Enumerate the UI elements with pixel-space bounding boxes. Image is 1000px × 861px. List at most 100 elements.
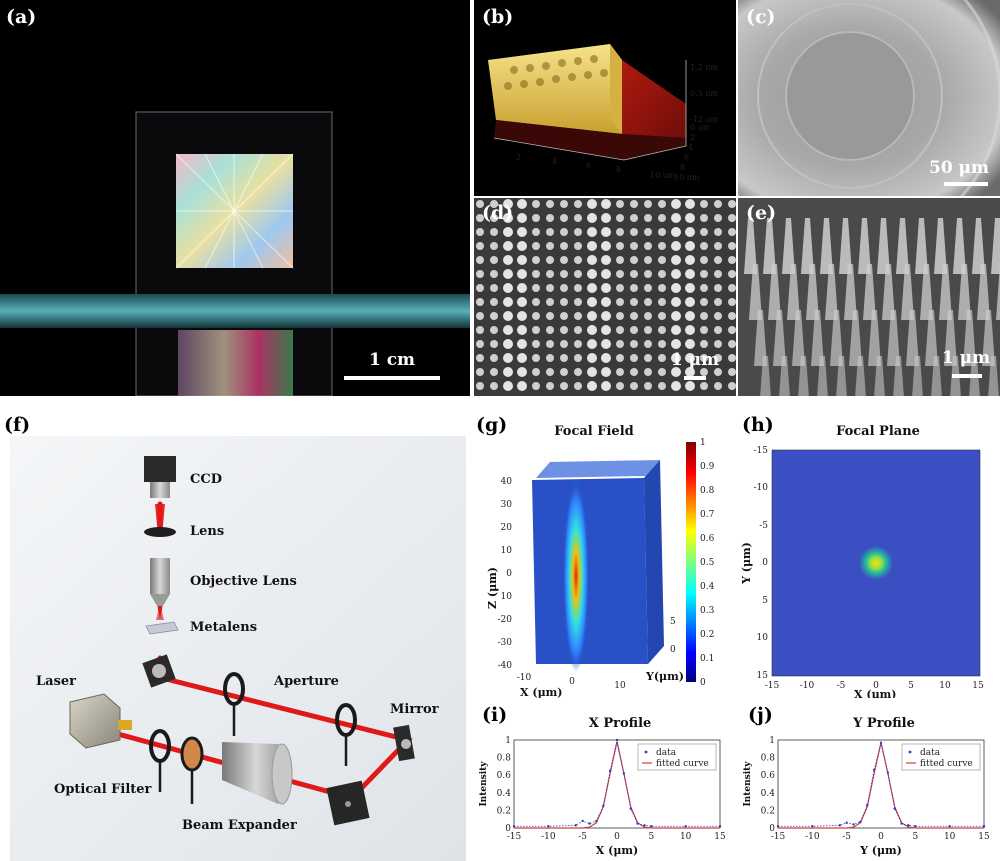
panel-g-title: Focal Field — [554, 424, 634, 439]
panel-h-focal-plane: -15 -10 -5 0 5 10 15 -15 -10 -5 0 5 10 1… — [738, 408, 1000, 698]
focal-spot — [859, 546, 893, 580]
cb-tick-5: 0.5 — [700, 558, 715, 568]
data-point — [684, 825, 687, 828]
pillar — [760, 356, 771, 396]
metalens-sample — [145, 621, 179, 635]
pillar-dot — [671, 297, 681, 307]
focal-field-plot: 1 0.9 0.8 0.7 0.6 0.5 0.4 0.3 0.2 0.1 0 … — [486, 438, 715, 698]
hy-tick-6: 15 — [757, 671, 769, 681]
pillar-dot — [532, 298, 540, 306]
sem-top-view — [738, 0, 1000, 196]
pillar-dot — [587, 339, 597, 349]
pillar — [877, 218, 890, 274]
pillar-dot — [616, 382, 624, 390]
pillar-dot — [644, 214, 652, 222]
pillar-dot — [714, 270, 722, 278]
data-point — [650, 825, 653, 828]
pillar — [830, 310, 843, 366]
data-point — [866, 803, 869, 807]
pillar-dot — [658, 298, 666, 306]
y-tick-label: 0.2 — [497, 806, 511, 816]
pillar-dot — [685, 367, 695, 377]
legend-data-label: data — [656, 748, 677, 758]
pillar — [988, 356, 999, 396]
afm-tick-x-5: 10 um — [650, 171, 676, 180]
pillar-dot — [560, 312, 568, 320]
panel-b-afm: 2 4 6 8 10 um 1.2 um 0.5 um -12 um 0 um … — [474, 0, 736, 196]
pillar-dot — [685, 255, 695, 265]
pillar-dot — [517, 241, 527, 251]
panel-f-label: (f) — [4, 414, 31, 436]
x-tick-label: 15 — [714, 832, 726, 842]
pillar-dot — [546, 382, 554, 390]
panel-g-label: (g) — [476, 414, 508, 436]
x-tick-label: -15 — [771, 832, 786, 842]
pillar-dot — [560, 340, 568, 348]
pillar-dot — [685, 227, 695, 237]
pillar-dot — [574, 298, 582, 306]
hx-tick-4: 5 — [908, 681, 914, 691]
panel-i-x-profile: -15 -10 -5 0 5 10 15 0 0.2 0.4 0.6 0.8 1 data fitted c… — [474, 702, 736, 861]
data-point — [718, 825, 722, 828]
y-tick-label: 1 — [769, 736, 775, 746]
pillar-dot — [714, 382, 722, 390]
hx-tick-2: -5 — [837, 681, 846, 691]
pillar-dot — [616, 284, 624, 292]
hy-tick-3: 0 — [762, 558, 768, 568]
cb-tick-7: 0.3 — [700, 606, 715, 616]
pillar-dot — [685, 353, 695, 363]
pillar-dot — [560, 214, 568, 222]
afm-tick-z-1: 1.2 um — [690, 63, 718, 72]
pillar-dot — [714, 214, 722, 222]
pillar-dot — [476, 340, 484, 348]
pillar-dot — [685, 325, 695, 335]
pillar-dot — [616, 312, 624, 320]
gy-tick-0: 0 — [670, 645, 676, 655]
data-point — [838, 824, 841, 827]
pillar-dot — [560, 228, 568, 236]
pillar — [958, 264, 971, 320]
y-tick-label: 0.6 — [761, 771, 776, 781]
pillar-dot — [517, 199, 527, 209]
pillar-dot — [658, 228, 666, 236]
pillar-dot — [574, 200, 582, 208]
hx-tick-3: 0 — [873, 681, 879, 691]
panel-h-label: (h) — [742, 414, 774, 436]
data-point — [512, 825, 516, 828]
pillar-dot — [476, 214, 484, 222]
pillar-dot — [532, 368, 540, 376]
pillar-dot — [714, 340, 722, 348]
pillar-dot — [560, 270, 568, 278]
panel-i-label: (i) — [482, 704, 508, 726]
pillar-dot — [630, 214, 638, 222]
x-axis-label: X (μm) — [596, 844, 638, 857]
pillar-dot — [671, 269, 681, 279]
pillar-dot — [714, 256, 722, 264]
pillar-dot — [546, 298, 554, 306]
pillar-dot — [658, 326, 666, 334]
pillar-dot — [728, 326, 736, 334]
pillar-dot — [560, 354, 568, 362]
pillar-dot — [630, 228, 638, 236]
pillar-dot — [503, 367, 513, 377]
pillar — [820, 218, 833, 274]
pillar — [920, 264, 933, 320]
pillar-dot — [671, 325, 681, 335]
pillar-dot — [546, 354, 554, 362]
pillar-dot — [574, 340, 582, 348]
pillar-dot — [476, 270, 484, 278]
data-point — [588, 822, 591, 825]
pillar-dot — [560, 200, 568, 208]
cb-tick-8: 0.2 — [700, 630, 714, 640]
pillar-dot — [630, 298, 638, 306]
pillar-dot — [587, 283, 597, 293]
pillar — [925, 310, 938, 366]
pillar-dot — [532, 312, 540, 320]
label-ccd: CCD — [190, 472, 222, 487]
pillar-dot — [714, 200, 722, 208]
panel-d-sem: (d) 1 μm — [474, 198, 736, 396]
pillar-dot — [630, 326, 638, 334]
pillar-dot — [601, 241, 611, 251]
pillar-dot — [587, 297, 597, 307]
pillar-dot — [517, 269, 527, 279]
